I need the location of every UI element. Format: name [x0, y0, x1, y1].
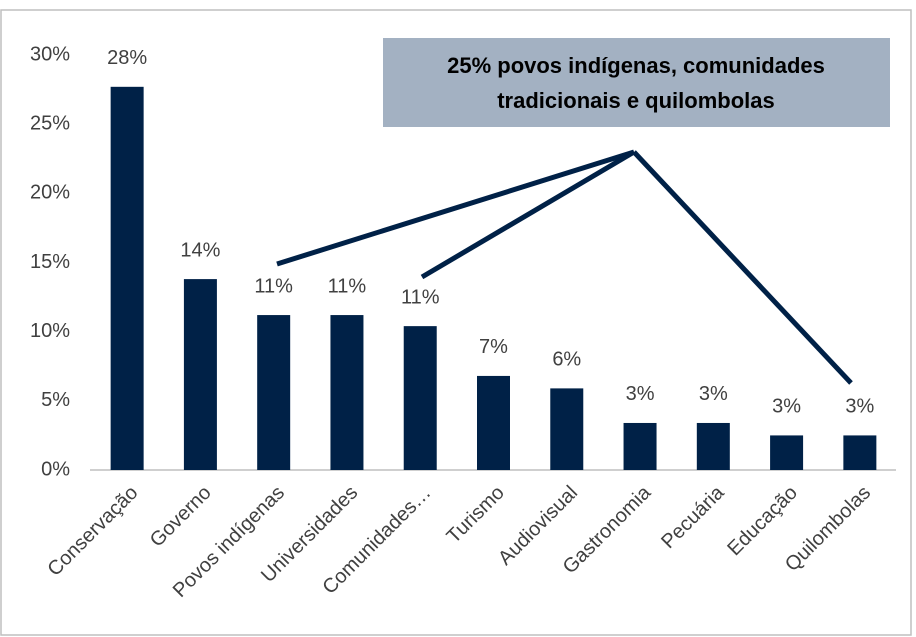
y-tick-label: 30%: [30, 43, 70, 65]
value-label: 3%: [626, 383, 655, 405]
x-tick-label: Pecuária: [657, 481, 729, 553]
frame: [0, 9, 912, 636]
value-label: 14%: [180, 239, 220, 261]
x-tick-label: Educação: [723, 482, 801, 560]
connector: [276, 149, 635, 267]
y-tick-label: 10%: [30, 320, 70, 342]
connector: [420, 149, 636, 280]
bar: [843, 435, 877, 470]
bar: [623, 422, 657, 470]
value-label: 3%: [845, 396, 874, 418]
x-tick-label: Governo: [146, 482, 216, 552]
value-label: 6%: [552, 349, 581, 371]
value-label: 11%: [254, 275, 293, 297]
annotation: 25% povos indígenas, comunidades: [447, 53, 825, 78]
y-tick-label: 5%: [41, 389, 70, 411]
bar: [330, 315, 364, 470]
bar: [696, 422, 730, 470]
y-tick-label: 20%: [30, 182, 70, 204]
value-label: 3%: [772, 396, 801, 418]
x-tick-label: Turismo: [443, 482, 509, 548]
y-tick-label: 15%: [30, 251, 70, 273]
value-label: 7%: [479, 336, 508, 358]
value-label: 3%: [699, 383, 728, 405]
connector-lines: [276, 149, 853, 385]
y-tick-label: 25%: [30, 112, 70, 134]
bar: [403, 326, 437, 470]
value-label: 11%: [328, 275, 367, 297]
annotation: tradicionais e quilombolas: [497, 88, 775, 113]
bar: [257, 315, 291, 470]
bar: [183, 279, 217, 470]
annotation-box: [383, 38, 890, 127]
x-tick-label: Conservação: [44, 482, 143, 581]
value-label: 11%: [401, 286, 440, 308]
connector: [632, 150, 853, 385]
value-label: 28%: [107, 47, 147, 69]
y-tick-label: 0%: [41, 458, 70, 480]
bar: [770, 435, 804, 470]
bar: [550, 388, 584, 470]
bar: [110, 86, 144, 471]
bar: [477, 375, 510, 470]
